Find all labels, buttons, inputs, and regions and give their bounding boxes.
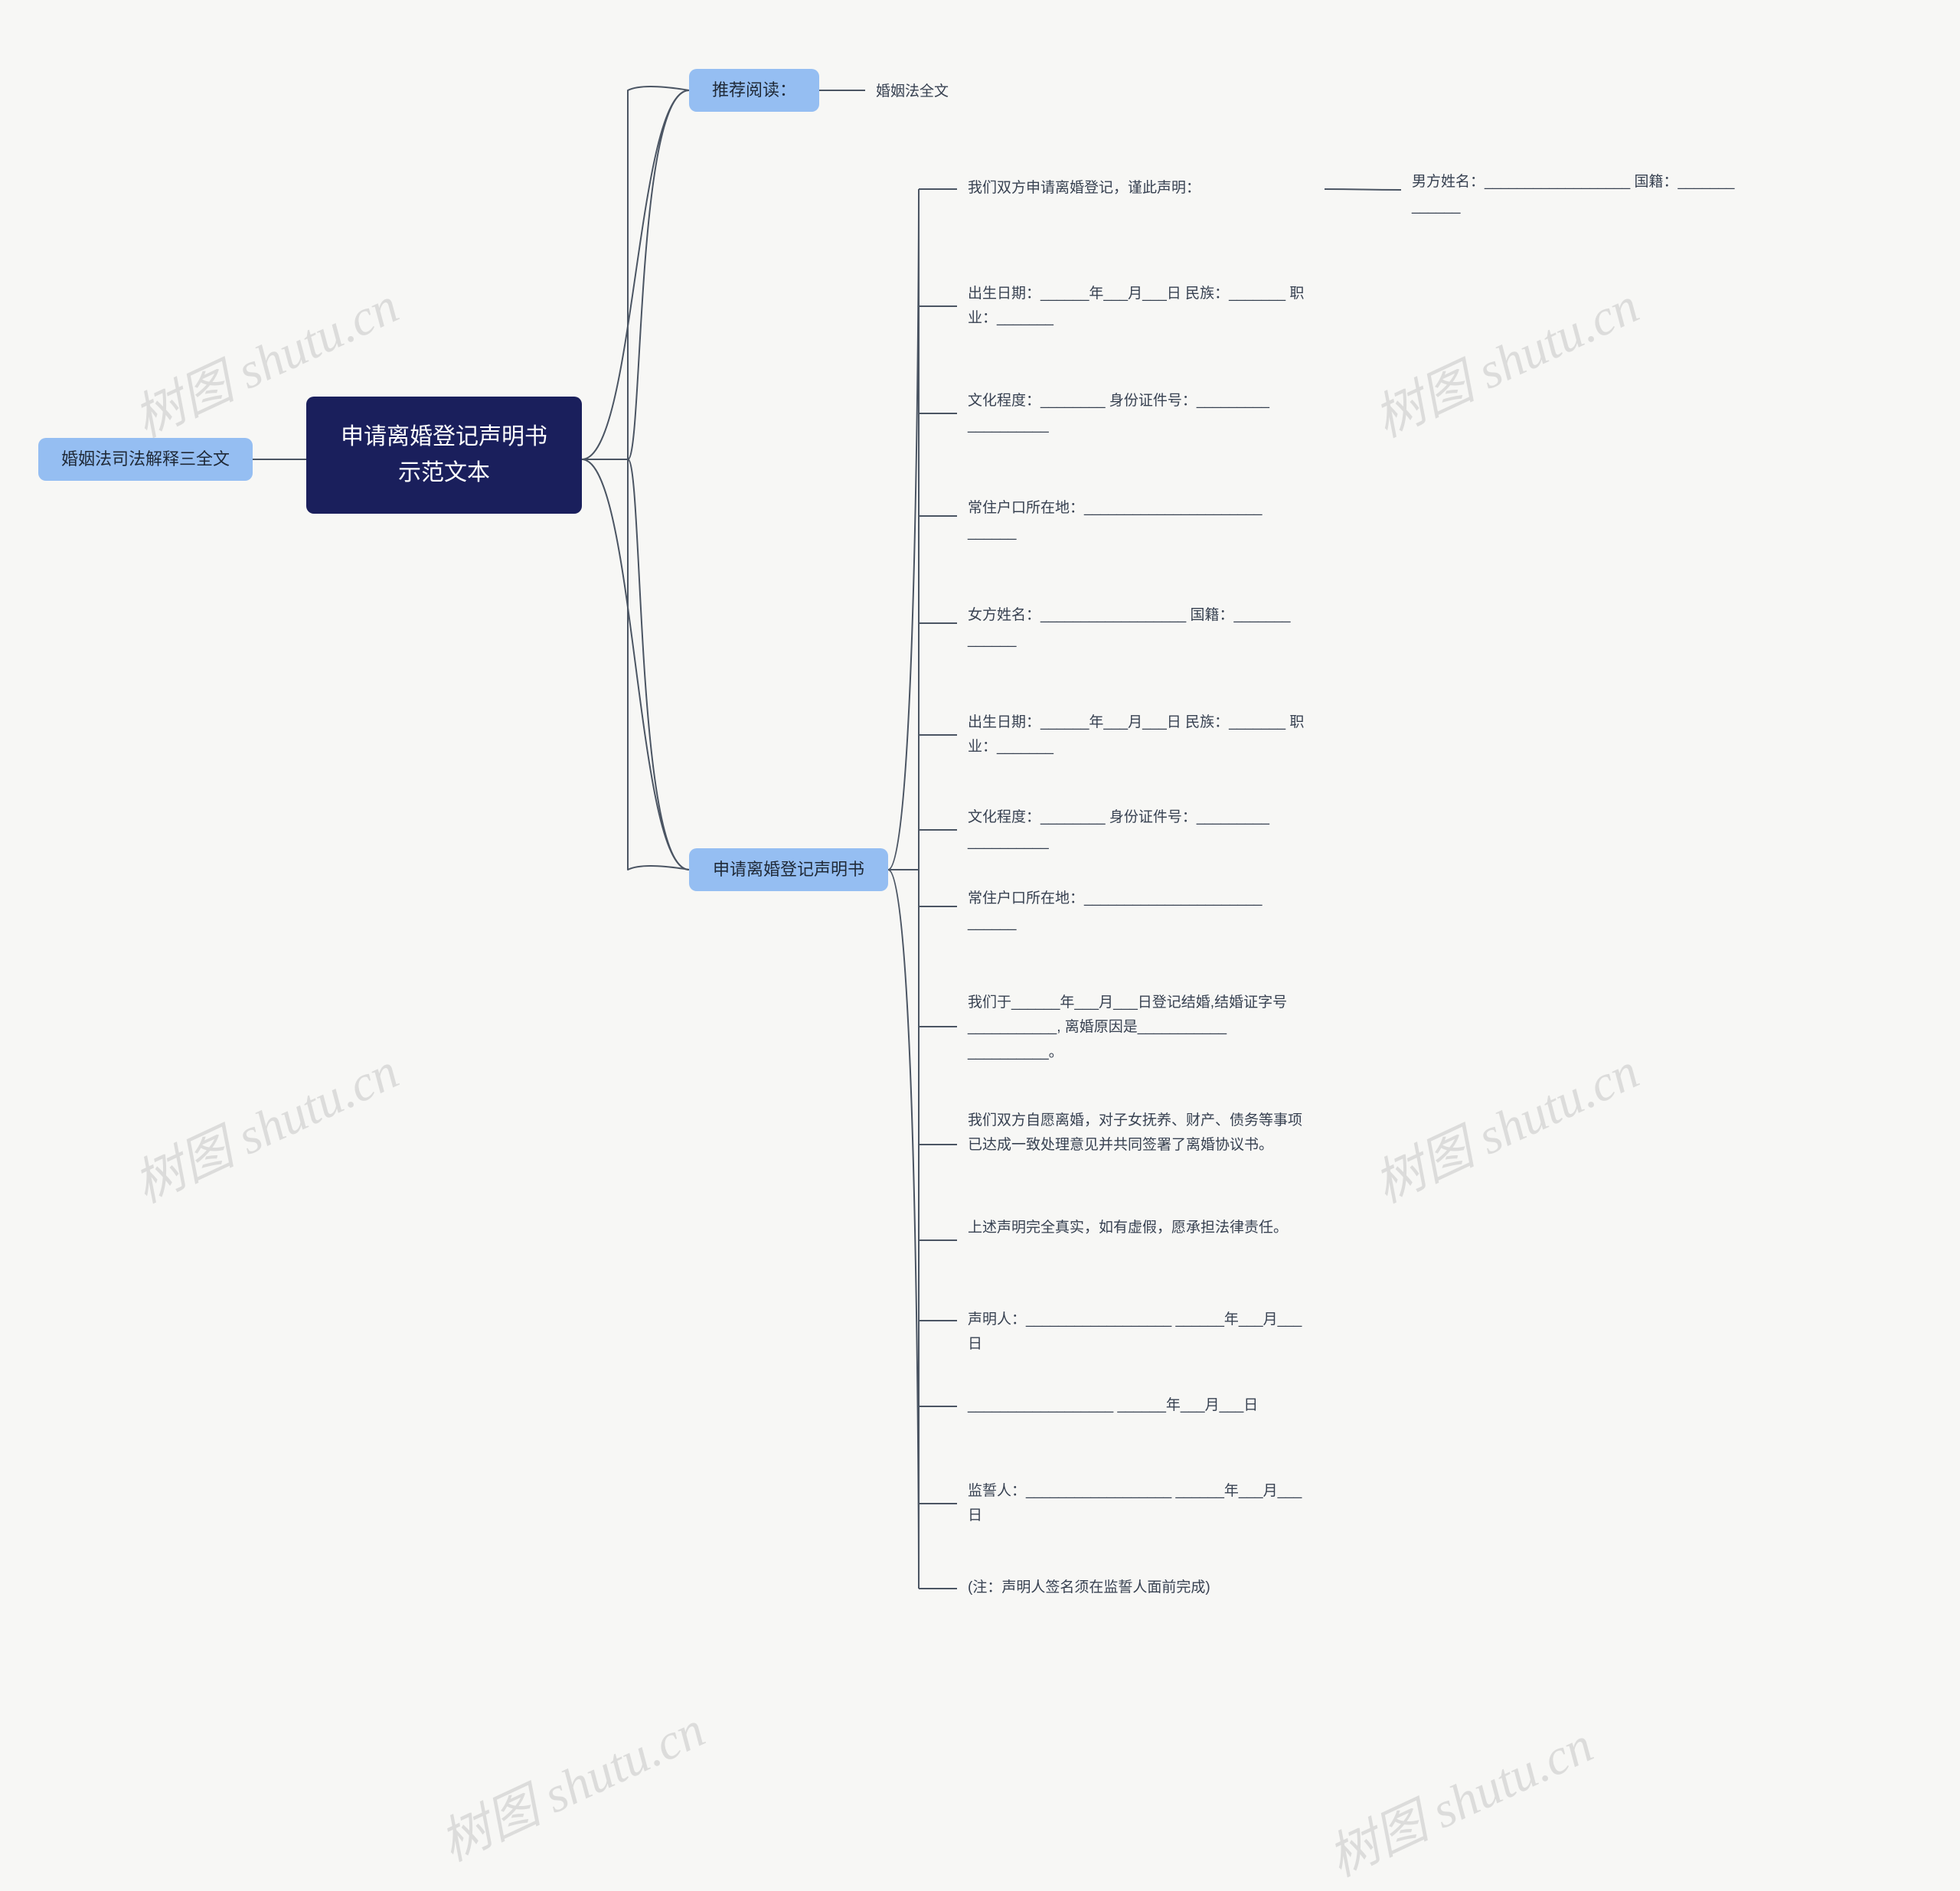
leaf-form-item[interactable]: 文化程度：________ 身份证件号：_________ __________ — [957, 383, 1325, 445]
leaf-form-item[interactable]: 常住户口所在地：______________________ ______ — [957, 880, 1325, 942]
root-node-title[interactable]: 申请离婚登记声明书 示范文本 — [306, 397, 582, 514]
branch-divorce-declaration-form[interactable]: 申请离婚登记声明书 — [689, 848, 888, 891]
watermark: 树图 shutu.cn — [1315, 1704, 1602, 1891]
leaf-form-item[interactable]: 文化程度：________ 身份证件号：_________ __________ — [957, 799, 1325, 861]
watermark: 树图 shutu.cn — [120, 1030, 408, 1217]
leaf-form-item[interactable]: 我们双方申请离婚登记，谨此声明： — [957, 170, 1325, 207]
watermark: 树图 shutu.cn — [1361, 1030, 1648, 1217]
leaf-form-item[interactable]: 出生日期：______年___月___日 民族：_______ 职业：_____… — [957, 276, 1325, 338]
leaf-form-item[interactable]: 我们双方自愿离婚，对子女抚养、财产、债务等事项已达成一致处理意见并共同签署了离婚… — [957, 1102, 1325, 1164]
watermark: 树图 shutu.cn — [426, 1689, 714, 1876]
leaf-form-item[interactable]: 出生日期：______年___月___日 民族：_______ 职业：_____… — [957, 704, 1325, 766]
leaf-marriage-law-fulltext[interactable]: 婚姻法全文 — [865, 73, 1018, 110]
leaf-form-item[interactable]: 我们于______年___月___日登记结婚,结婚证字号___________,… — [957, 985, 1325, 1071]
leaf-form-item[interactable]: __________________ ______年___月___日 — [957, 1387, 1325, 1424]
leaf-form-item[interactable]: (注：声明人签名须在监誓人面前完成) — [957, 1569, 1325, 1606]
branch-recommended-reading[interactable]: 推荐阅读： — [689, 69, 819, 112]
leaf-male-name-nationality[interactable]: 男方姓名：__________________ 国籍：_______ _____… — [1401, 164, 1769, 226]
leaf-form-item[interactable]: 常住户口所在地：______________________ ______ — [957, 490, 1325, 552]
leaf-form-item[interactable]: 上述声明完全真实，如有虚假，愿承担法律责任。 — [957, 1210, 1325, 1246]
watermark: 树图 shutu.cn — [1361, 265, 1648, 452]
leaf-form-item[interactable]: 监誓人：__________________ ______年___月___日 — [957, 1473, 1325, 1535]
leaf-form-item[interactable]: 声明人：__________________ ______年___月___日 — [957, 1301, 1325, 1364]
leaf-form-item[interactable]: 女方姓名：__________________ 国籍：_______ _____… — [957, 597, 1325, 659]
sibling-node-law-interpretation[interactable]: 婚姻法司法解释三全文 — [38, 438, 253, 481]
